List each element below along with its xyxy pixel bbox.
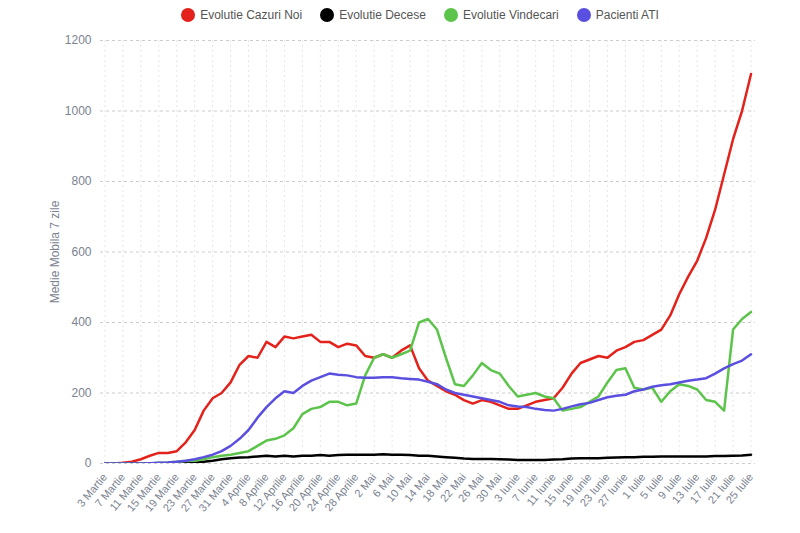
svg-text:5 Iulie: 5 Iulie xyxy=(637,470,666,502)
svg-text:23 Martie: 23 Martie xyxy=(160,470,199,514)
svg-text:16 Aprilie: 16 Aprilie xyxy=(268,470,307,514)
svg-text:12 Aprilie: 12 Aprilie xyxy=(250,470,289,514)
svg-text:15 Iunie: 15 Iunie xyxy=(541,470,576,509)
svg-text:18 Mai: 18 Mai xyxy=(419,470,451,504)
svg-text:13 Iulie: 13 Iulie xyxy=(669,470,702,506)
html-text:Evolutie Cazuri Noi: Evolutie Cazuri Noi xyxy=(200,8,303,22)
svg-text:23 Iunie: 23 Iunie xyxy=(577,470,612,509)
svg-text:14 Mai: 14 Mai xyxy=(401,470,433,504)
svg-text:25 Iulie: 25 Iulie xyxy=(723,471,755,506)
svg-text:3 Iunie: 3 Iunie xyxy=(491,470,522,504)
svg-text:22 Mai: 22 Mai xyxy=(437,470,469,504)
svg-text:7 Martie: 7 Martie xyxy=(92,470,128,510)
svg-text:9 Iulie: 9 Iulie xyxy=(655,470,684,502)
svg-text:27 Iunie: 27 Iunie xyxy=(595,470,630,509)
svg-text:600: 600 xyxy=(71,245,91,259)
svg-text:1 Iulie: 1 Iulie xyxy=(619,470,648,502)
svg-text:1000: 1000 xyxy=(65,104,92,118)
svg-text:11 Martie: 11 Martie xyxy=(107,470,146,514)
svg-text:2 Mai: 2 Mai xyxy=(351,470,379,500)
svg-text:27 Martie: 27 Martie xyxy=(178,470,217,514)
svg-text:26 Mai: 26 Mai xyxy=(455,470,487,504)
svg-text:8 Aprilie: 8 Aprilie xyxy=(236,470,271,509)
svg-text:3 Martie: 3 Martie xyxy=(74,470,110,510)
svg-text:Medie Mobila 7 zile: Medie Mobila 7 zile xyxy=(48,200,62,303)
svg-text:15 Martie: 15 Martie xyxy=(124,470,164,514)
svg-text:0: 0 xyxy=(85,456,92,470)
svg-text:31 Martie: 31 Martie xyxy=(196,470,235,514)
html-text:Evolutie Vindecari: Evolutie Vindecari xyxy=(462,8,559,22)
svg-text:6 Mai: 6 Mai xyxy=(369,470,397,500)
svg-text:800: 800 xyxy=(71,174,91,188)
svg-text:200: 200 xyxy=(71,386,91,400)
svg-text:19 Martie: 19 Martie xyxy=(142,470,181,514)
svg-text:7 Iunie: 7 Iunie xyxy=(509,470,540,504)
svg-text:24 Aprilie: 24 Aprilie xyxy=(304,470,343,514)
html-text:Pacienti ATI: Pacienti ATI xyxy=(595,8,659,22)
svg-text:21 Iulie: 21 Iulie xyxy=(705,470,738,506)
svg-text:10 Mai: 10 Mai xyxy=(383,470,415,504)
svg-text:30 Mai: 30 Mai xyxy=(473,470,504,504)
html-text:Evolutie Decese: Evolutie Decese xyxy=(339,8,426,22)
svg-text:4 Aprilie: 4 Aprilie xyxy=(218,470,253,509)
svg-text:20 Aprilie: 20 Aprilie xyxy=(286,470,325,514)
svg-text:1200: 1200 xyxy=(65,33,92,47)
svg-text:17 Iulie: 17 Iulie xyxy=(687,470,720,506)
svg-text:11 Iunie: 11 Iunie xyxy=(524,470,558,508)
svg-text:19 Iunie: 19 Iunie xyxy=(559,470,594,509)
svg-text:400: 400 xyxy=(71,315,91,329)
svg-text:28 Aprilie: 28 Aprilie xyxy=(322,470,361,514)
